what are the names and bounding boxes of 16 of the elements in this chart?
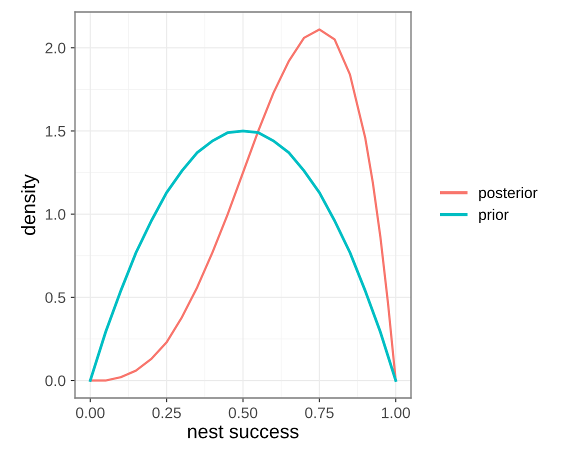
line-series [89, 28, 397, 382]
y-tick-label: 1.0 [46, 209, 66, 220]
x-tick-label: 0.00 [76, 407, 105, 418]
legend-label: posterior [479, 186, 538, 202]
line-series [88, 130, 398, 382]
y-tick-label: 0.5 [45, 292, 66, 304]
y-tick-label: 0.0 [45, 375, 66, 386]
y-tick-label: 2.0 [46, 42, 66, 54]
x-axis-title: nest success [188, 426, 298, 438]
x-tick-label: 1.00 [382, 407, 410, 418]
x-tick-label: 0.50 [228, 407, 258, 418]
legend-label: prior [479, 208, 509, 224]
x-tick-label: 0.75 [305, 407, 334, 418]
y-axis-title: density [21, 174, 40, 235]
y-tick-label: 1.5 [46, 126, 66, 137]
x-tick-label: 0.25 [152, 407, 181, 418]
